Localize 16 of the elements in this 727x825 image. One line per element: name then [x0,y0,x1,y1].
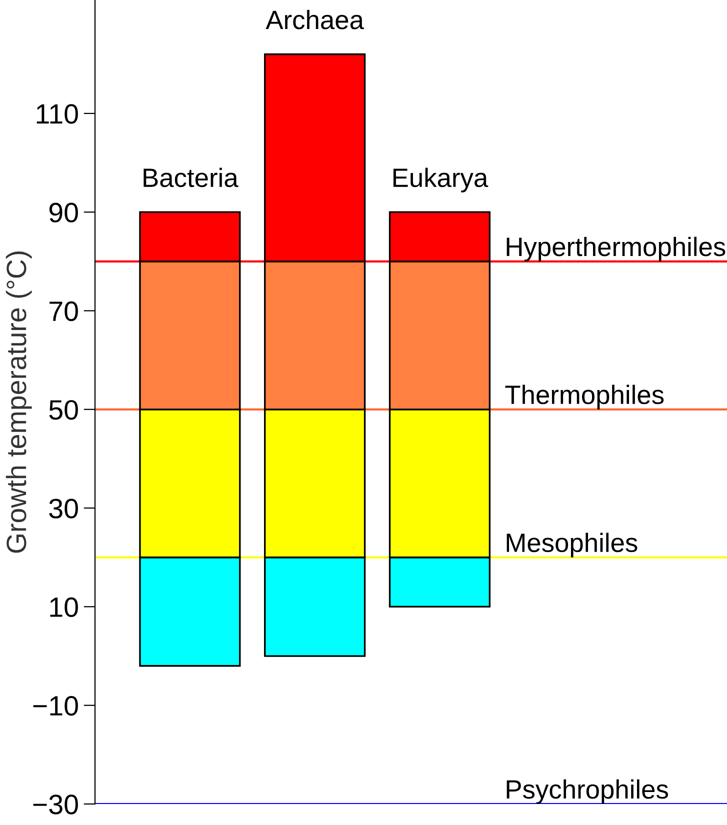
y-tick-label: 50 [49,400,78,420]
y-tick-label: 70 [50,301,78,322]
y-tick-label: 30 [49,498,78,518]
y-axis-title: Growth temperature (°C) [6,252,32,553]
ref-line-label: Thermophiles [505,384,664,410]
x-tick-label: Eukarya [393,168,488,192]
y-tick-label: 10 [50,597,78,618]
y-tick-label: 90 [49,202,78,222]
x-tick-label: Archaea [266,10,364,30]
y-tick-label: 110 [36,104,78,124]
x-tick-label: Bacteria [144,168,238,188]
ref-line-label: Hyperthermophiles [506,236,726,262]
y-tick-label: −30 [33,794,78,814]
ref-line-label: Psychrophiles [506,779,668,804]
y-tick-label: −10 [33,696,78,716]
ref-line-label: Mesophiles [506,532,638,558]
